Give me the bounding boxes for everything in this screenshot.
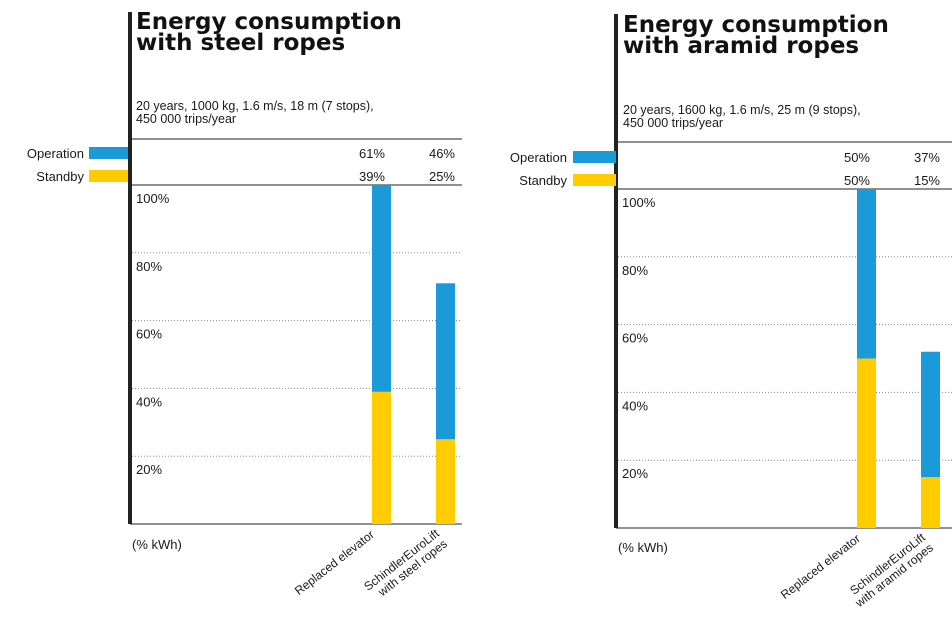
chart-2-bar-standby <box>857 359 876 529</box>
chart-2-legend-label-operation: Operation <box>510 150 567 165</box>
chart-2-data-label: 37% <box>914 150 940 165</box>
chart-2-legend-swatch-standby <box>573 174 616 186</box>
chart-2-data-label: 50% <box>844 150 870 165</box>
chart-2-bar-operation <box>921 352 940 477</box>
chart-2-unit-label: (% kWh) <box>618 540 668 555</box>
chart-2-y-tick-label: 20% <box>622 466 648 481</box>
chart-2-bar-operation <box>857 189 876 359</box>
chart-2-legend-label-standby: Standby <box>519 173 567 188</box>
chart-2-legend-swatch-operation <box>573 151 616 163</box>
chart-2-y-tick-label: 100% <box>622 195 656 210</box>
chart-2-y-tick-label: 80% <box>622 263 648 278</box>
chart-2-bar-standby <box>921 477 940 528</box>
chart-2-data-label: 15% <box>914 173 940 188</box>
chart-2-y-axis <box>614 14 618 528</box>
chart-2-y-tick-label: 40% <box>622 398 648 413</box>
chart-2-data-label: 50% <box>844 173 870 188</box>
chart-2-y-tick-label: 60% <box>622 331 648 346</box>
